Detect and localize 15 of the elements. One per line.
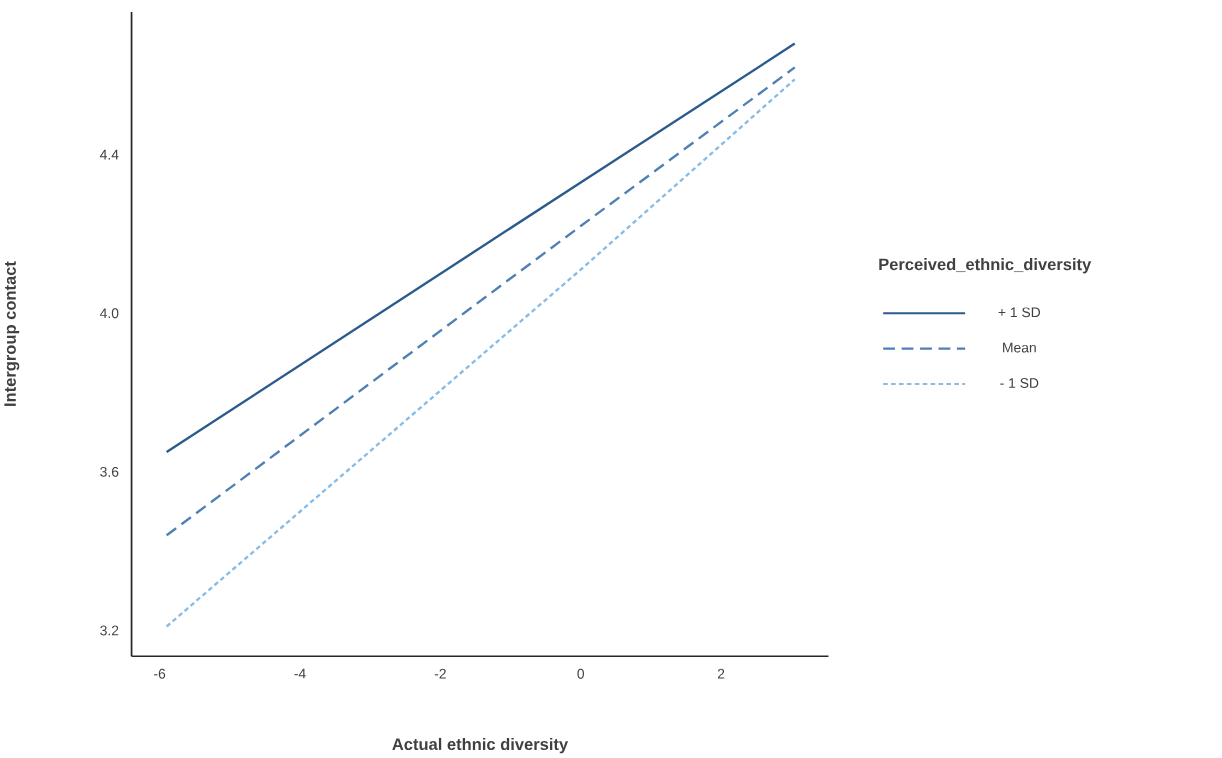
x-tick-label: -4 [294, 668, 306, 679]
text: - 1 SD [1000, 377, 1039, 388]
x-tick-label: -2 [434, 668, 446, 679]
y-tick-label: 3.6 [100, 466, 119, 477]
x-tick-label: 2 [717, 668, 725, 679]
x-tick-label: -6 [154, 668, 166, 679]
text: + 1 SD [998, 307, 1041, 318]
text: Mean [1003, 342, 1036, 353]
y-tick-label: 4.4 [99, 149, 119, 160]
legend-title: Perceived_ethnic_diversity [879, 257, 1092, 274]
y-axis-title: Intergroup contact [4, 261, 20, 406]
y-tick-label: 4.0 [99, 308, 119, 318]
x-axis-title: Actual ethnic diversity [392, 737, 569, 754]
x-tick-label: 0 [577, 668, 585, 679]
y-tick-label: 3.2 [100, 625, 119, 636]
